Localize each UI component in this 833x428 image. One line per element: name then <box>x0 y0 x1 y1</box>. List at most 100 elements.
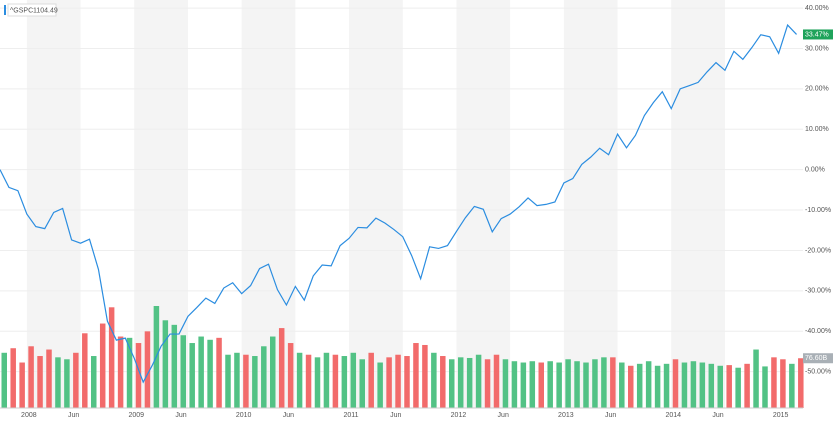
volume-bar <box>619 362 625 408</box>
x-tick-label: 2009 <box>128 412 144 419</box>
volume-bar <box>126 337 133 408</box>
band <box>456 0 511 408</box>
legend-symbol: ^GSPC <box>10 7 33 14</box>
volume-bar <box>82 333 88 408</box>
volume-bar <box>672 359 679 408</box>
volume-bar <box>654 365 661 408</box>
volume-bar <box>538 362 544 408</box>
volume-bar <box>556 362 562 408</box>
y-tick-label: -50.00% <box>805 368 831 375</box>
volume-bar <box>753 349 759 408</box>
volume-bar <box>377 362 383 408</box>
volume-bar <box>28 346 34 408</box>
volume-bar <box>350 352 357 408</box>
y-tick-label: 0.00% <box>805 167 825 174</box>
volume-bar <box>798 358 804 408</box>
volume-bar <box>296 352 303 408</box>
x-tick-label: 2010 <box>236 412 252 419</box>
volume-bar <box>73 352 79 408</box>
x-tick-label: 2015 <box>773 412 789 419</box>
grid <box>0 7 803 373</box>
y-tick-label: 20.00% <box>805 86 829 93</box>
price-line <box>0 23 797 384</box>
volume-bar <box>449 359 455 408</box>
volume-bar <box>735 367 741 408</box>
volume-bar <box>636 363 643 408</box>
y-tick-label: -10.00% <box>805 207 831 214</box>
volume-bar <box>583 362 589 408</box>
x-tick-label: 2014 <box>665 412 681 419</box>
legend-swatch <box>4 5 6 15</box>
volume-bar <box>422 344 428 408</box>
volume-bar <box>708 363 715 408</box>
band <box>349 0 403 408</box>
volume-bar <box>502 359 509 408</box>
volume-bar <box>717 365 723 408</box>
volume-bar <box>511 361 518 408</box>
volume-bar <box>771 357 777 408</box>
volume-bar <box>117 336 124 408</box>
volume-bar <box>601 357 607 408</box>
y-tick-label: -30.00% <box>805 288 831 295</box>
volume-bar <box>466 357 473 408</box>
volume-bar <box>484 359 491 408</box>
volume-bar <box>189 343 195 408</box>
volume-bar <box>762 366 768 408</box>
volume-bar <box>278 328 285 408</box>
volume-bar <box>565 359 571 408</box>
last-value-box <box>803 29 833 40</box>
y-tick-label: 40.00% <box>805 5 829 12</box>
volume-bar <box>520 362 527 408</box>
volume-bar <box>645 361 652 408</box>
labels: 2008 Jun 2009 Jun 2010 Jun 2011 Jun 2012 Jun 2013 J… <box>21 5 833 419</box>
volume-bar <box>225 354 231 408</box>
volume-bars <box>1 306 804 408</box>
volume-bar <box>547 361 553 408</box>
volume-bar <box>234 352 240 408</box>
volume-bar <box>368 352 374 408</box>
x-tick-label: 2011 <box>344 412 359 419</box>
volume-bar <box>332 354 339 408</box>
volume-bar <box>135 343 142 408</box>
volume-bar <box>592 359 598 408</box>
volume-bar <box>180 335 186 408</box>
last-value-label: 33.47% <box>805 31 829 38</box>
y-tick-label: 30.00% <box>805 45 829 52</box>
x-tick-label: Jun <box>605 412 616 419</box>
volume-bar <box>252 356 258 408</box>
volume-bar <box>574 361 580 408</box>
x-tick-label: 2008 <box>21 412 37 419</box>
x-tick-label: Jun <box>68 412 79 419</box>
volume-bar <box>744 363 750 408</box>
y-tick-label: -40.00% <box>805 328 831 335</box>
volume-bar <box>314 357 321 408</box>
y-tick-label: -20.00% <box>805 247 831 254</box>
x-tick-label: Jun <box>283 412 294 419</box>
volume-bar <box>198 336 204 408</box>
volume-bar <box>144 331 151 408</box>
y-tick-label: 10.00% <box>805 126 829 133</box>
volume-bar <box>162 320 169 408</box>
band <box>26 0 81 408</box>
band <box>134 0 188 408</box>
volume-bar <box>243 354 249 408</box>
volume-bar <box>493 354 500 408</box>
volume-bar <box>404 356 410 408</box>
volume-bar <box>386 357 392 408</box>
band <box>241 0 296 408</box>
volume-bar <box>10 348 16 408</box>
volume-bar <box>789 363 795 408</box>
x-tick-label: 2013 <box>558 412 574 419</box>
volume-bar <box>207 339 213 408</box>
band <box>671 0 725 408</box>
volume-label: 76.60B <box>805 355 828 362</box>
x-tick-label: Jun <box>390 412 401 419</box>
volume-bar <box>457 357 464 408</box>
volume-bar <box>628 365 634 408</box>
volume-bar <box>91 356 97 408</box>
volume-bar <box>780 359 786 408</box>
lines <box>0 23 797 384</box>
volume-bar <box>681 362 688 408</box>
volume-bar <box>610 357 616 408</box>
